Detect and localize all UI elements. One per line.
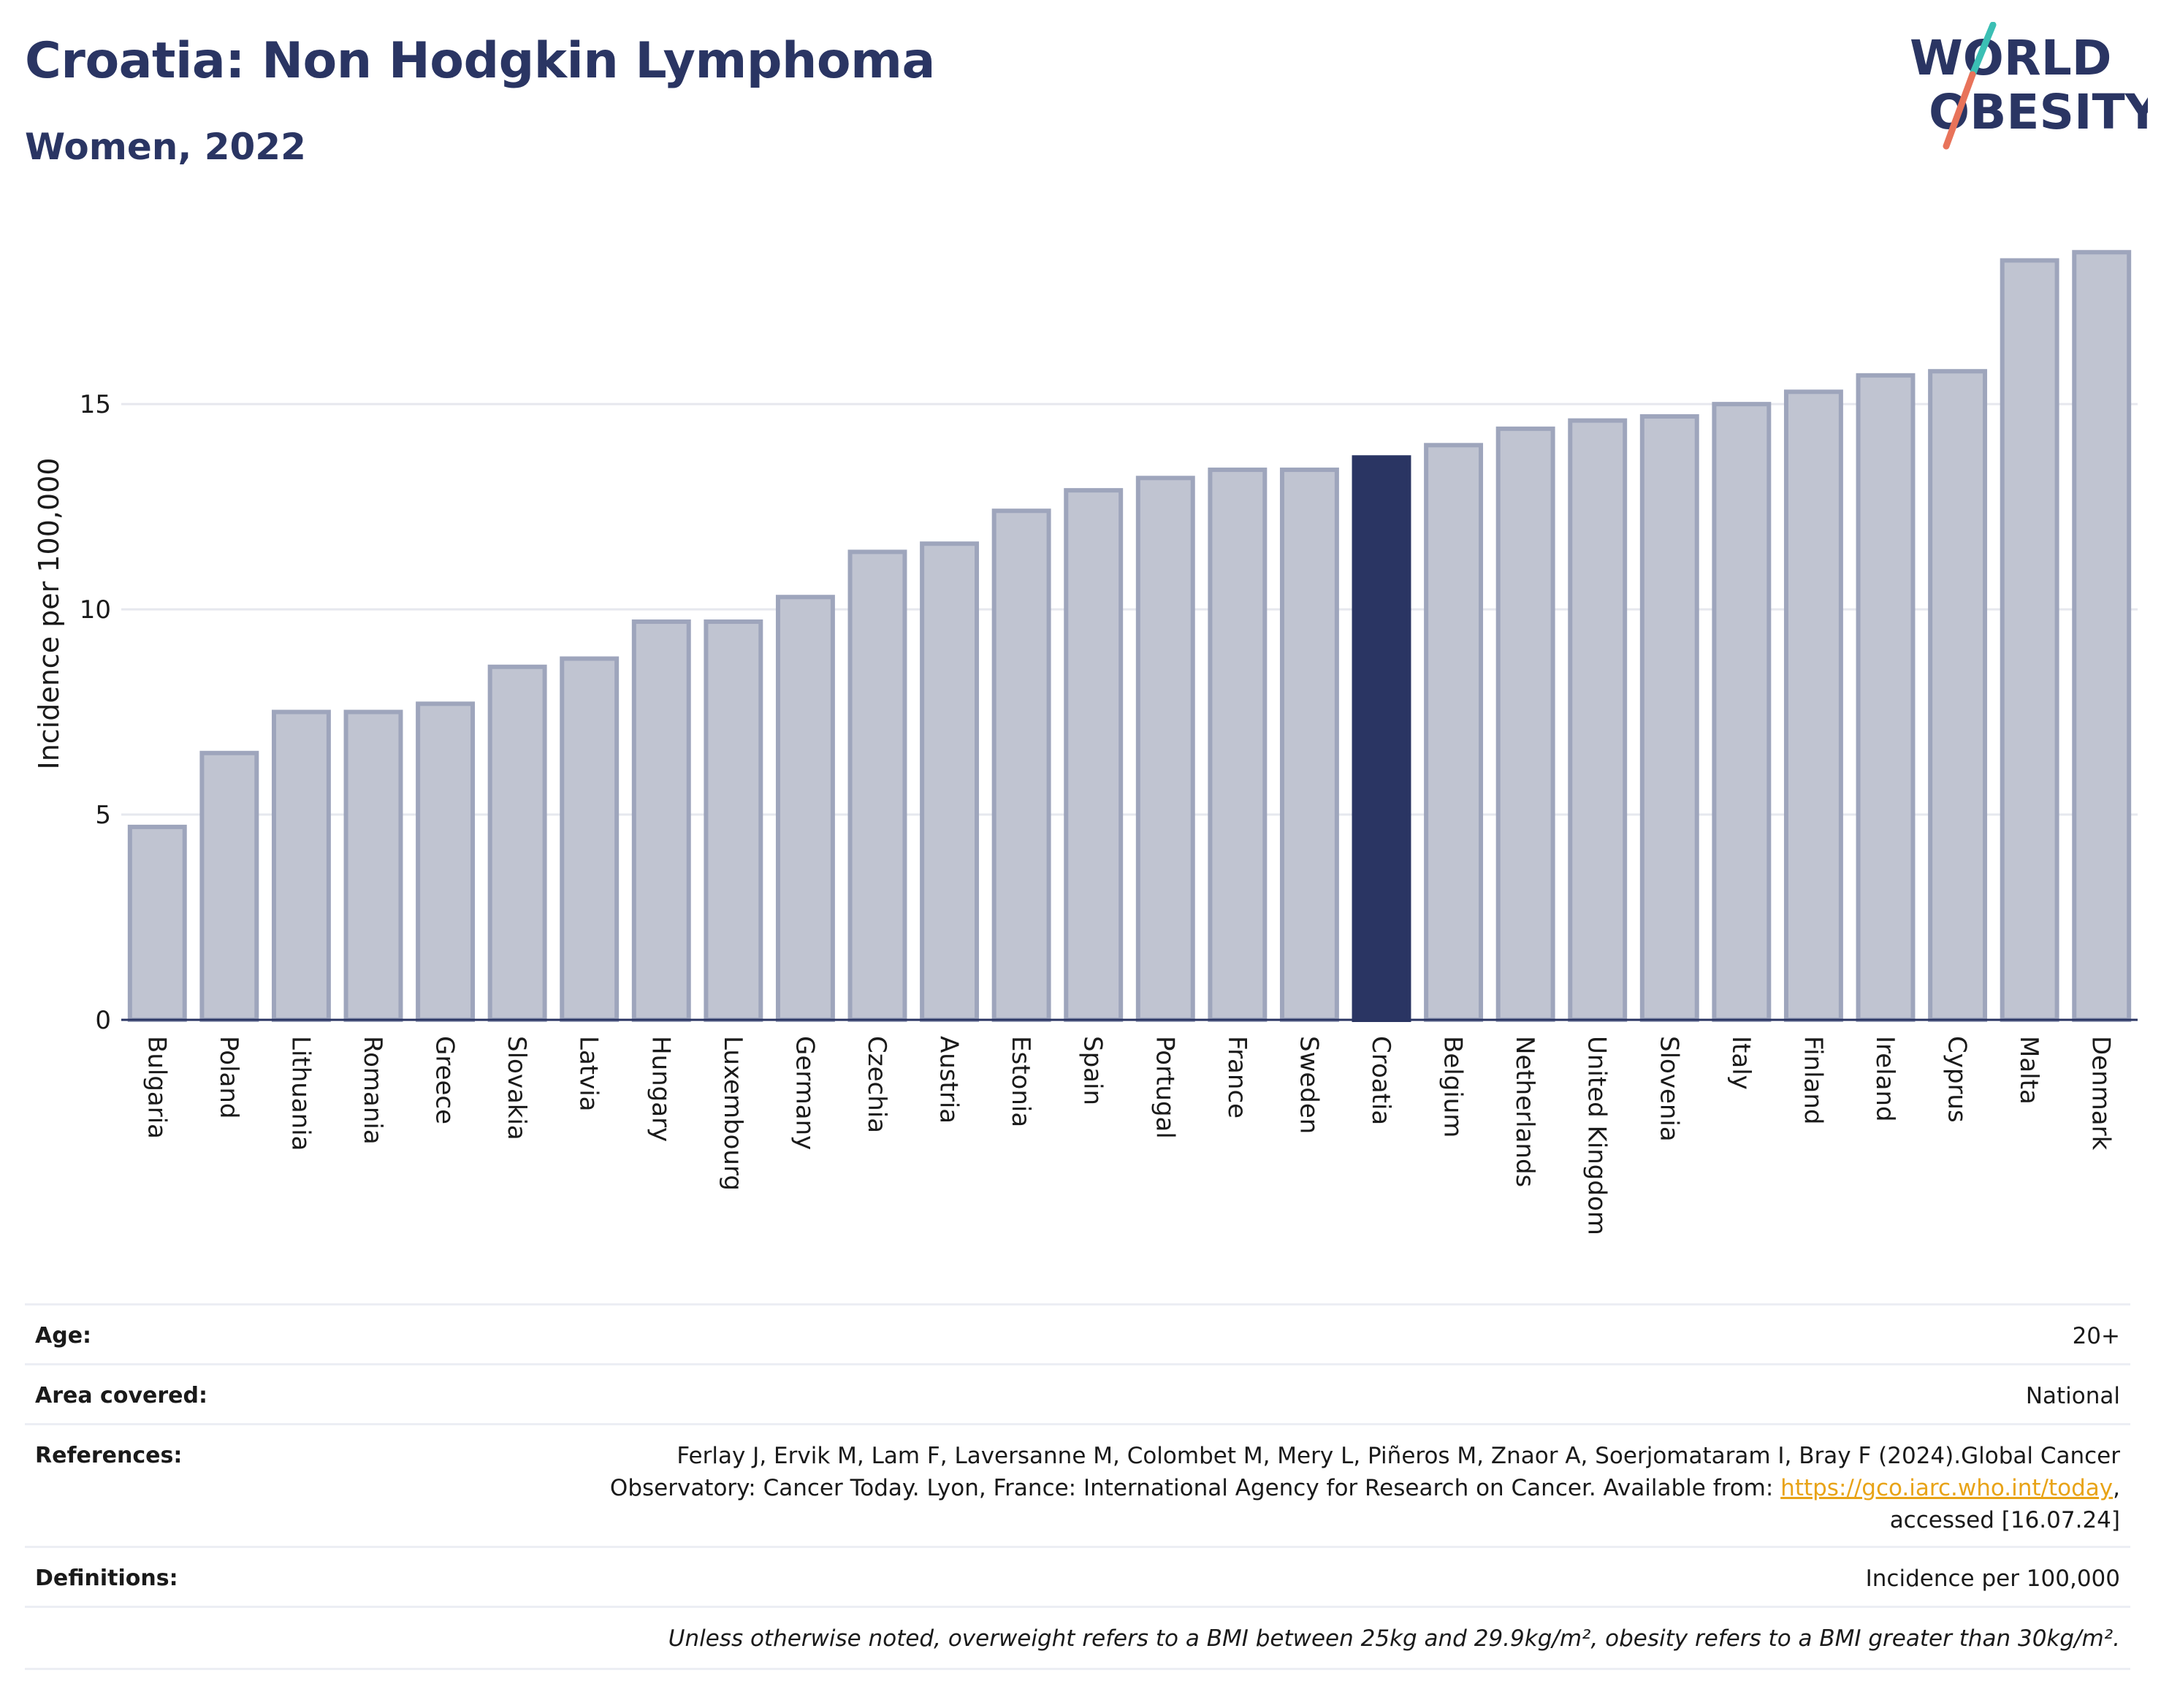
bar-portugal xyxy=(1135,476,1195,1022)
x-tick-label: Portugal xyxy=(1150,1036,1179,1139)
y-tick-label: 0 xyxy=(95,1006,111,1035)
meta-row-area: Area covered: National xyxy=(25,1363,2130,1425)
bar-estonia xyxy=(991,508,1051,1022)
bar-spain xyxy=(1064,488,1124,1022)
bar-finland xyxy=(1783,389,1843,1022)
meta-row-references: References: Ferlay J, Ervik M, Lam F, La… xyxy=(25,1423,2130,1548)
x-tick-label: Greece xyxy=(430,1036,460,1124)
definitions-label: Definitions: xyxy=(35,1566,178,1591)
bar-netherlands xyxy=(1495,426,1555,1022)
bar-germany xyxy=(775,595,835,1022)
x-tick-label: Luxembourg xyxy=(718,1036,747,1191)
age-label: Age: xyxy=(35,1323,92,1349)
x-tick-label: Ireland xyxy=(1870,1036,1899,1122)
x-tick-label: United Kingdom xyxy=(1582,1036,1612,1235)
bar-lithuania xyxy=(271,709,331,1022)
area-label: Area covered: xyxy=(35,1383,207,1408)
x-tick-label: Romania xyxy=(358,1036,387,1145)
tick-layer: 0 5 10 15 xyxy=(80,390,111,1035)
bar-slovakia xyxy=(487,664,547,1022)
x-tick-label: Czechia xyxy=(862,1036,891,1133)
definition-note: Unless otherwise noted, overweight refer… xyxy=(668,1625,2120,1652)
definitions-value: Incidence per 100,000 xyxy=(1865,1566,2120,1592)
bar-italy xyxy=(1712,402,1772,1022)
bar-layer xyxy=(121,250,2138,1023)
references-line-2-text: Observatory: Cancer Today. Lyon, France:… xyxy=(609,1475,1781,1501)
x-tick-label: Latvia xyxy=(574,1036,603,1112)
y-tick-label: 15 xyxy=(80,390,111,419)
bar-greece xyxy=(416,701,476,1022)
x-tick-label: Bulgaria xyxy=(142,1036,171,1139)
bar-romania xyxy=(343,709,403,1022)
x-tick-label: Belgium xyxy=(1438,1036,1468,1137)
references-line-3: accessed [16.07.24] xyxy=(1889,1507,2120,1533)
references-link[interactable]: https://gco.iarc.who.int/today xyxy=(1780,1475,2114,1501)
x-tick-label: Malta xyxy=(2014,1036,2043,1105)
logo-slash-bottom xyxy=(1943,71,1976,150)
bar-slovenia xyxy=(1639,414,1699,1022)
x-tick-label: France xyxy=(1222,1036,1251,1118)
bar-czechia xyxy=(847,549,907,1022)
x-tick-label: Poland xyxy=(214,1036,243,1119)
bar-cyprus xyxy=(1928,369,1988,1022)
x-tick-label: Austria xyxy=(934,1036,964,1124)
logo-slash-top xyxy=(1969,22,1997,78)
x-label-layer: Bulgaria Poland Lithuania Romania Greece Slov… xyxy=(142,1036,2115,1235)
bar-france xyxy=(1208,468,1268,1022)
area-value: National xyxy=(2025,1383,2120,1409)
bar-latvia xyxy=(560,656,620,1022)
x-tick-label: Spain xyxy=(1078,1036,1108,1105)
references-line-2-comma: , xyxy=(2113,1475,2120,1501)
bar-bulgaria xyxy=(127,824,187,1023)
logo-text-world: WORLD xyxy=(1910,30,2112,86)
bar-denmark xyxy=(2072,250,2132,1023)
references-line-2: Observatory: Cancer Today. Lyon, France:… xyxy=(610,1472,2120,1504)
x-tick-label: Cyprus xyxy=(1943,1036,1972,1123)
x-tick-label: Italy xyxy=(1726,1036,1756,1090)
references-line-1: Ferlay J, Ervik M, Lam F, Laversanne M, … xyxy=(676,1443,2120,1469)
bar-hungary xyxy=(631,619,691,1022)
bar-belgium xyxy=(1424,443,1484,1022)
meta-row-note: Unless otherwise noted, overweight refer… xyxy=(25,1606,2130,1670)
x-tick-label: Lithuania xyxy=(286,1036,315,1151)
x-tick-label: Estonia xyxy=(1006,1036,1035,1127)
x-tick-label: Croatia xyxy=(1366,1036,1395,1125)
meta-row-age: Age: 20+ xyxy=(25,1303,2130,1365)
y-tick-label: 10 xyxy=(80,595,111,625)
bar-austria xyxy=(920,541,980,1022)
x-tick-label: Hungary xyxy=(646,1036,675,1142)
chart-title: Croatia: Non Hodgkin Lymphoma xyxy=(25,32,935,90)
x-tick-label: Finland xyxy=(1798,1036,1827,1125)
age-value: 20+ xyxy=(2072,1323,2120,1349)
world-obesity-logo: WORLD OBESITY xyxy=(1910,22,2148,150)
bar-sweden xyxy=(1279,468,1339,1022)
bar-chart: 0 5 10 15 Bulgaria Poland Lithuania Romania Gre… xyxy=(33,250,2138,1235)
x-tick-label: Slovakia xyxy=(502,1036,531,1140)
x-tick-label: Sweden xyxy=(1294,1036,1323,1134)
y-tick-label: 5 xyxy=(95,801,111,830)
references-value: Ferlay J, Ervik M, Lam F, Laversanne M, … xyxy=(610,1440,2120,1536)
x-tick-label: Slovenia xyxy=(1654,1036,1683,1142)
meta-row-definitions: Definitions: Incidence per 100,000 xyxy=(25,1546,2130,1608)
chart-subtitle: Women, 2022 xyxy=(25,126,306,168)
bar-united-kingdom xyxy=(1568,418,1628,1022)
bar-malta xyxy=(2000,258,2059,1023)
x-tick-label: Netherlands xyxy=(1510,1036,1539,1187)
y-axis-label: Incidence per 100,000 xyxy=(33,457,65,769)
bar-luxembourg xyxy=(704,619,763,1022)
bar-ireland xyxy=(1856,373,1916,1022)
x-tick-label: Denmark xyxy=(2086,1036,2116,1151)
bar-croatia xyxy=(1352,455,1411,1022)
references-label: References: xyxy=(35,1443,183,1468)
x-tick-label: Germany xyxy=(790,1036,819,1150)
bar-poland xyxy=(199,750,259,1023)
